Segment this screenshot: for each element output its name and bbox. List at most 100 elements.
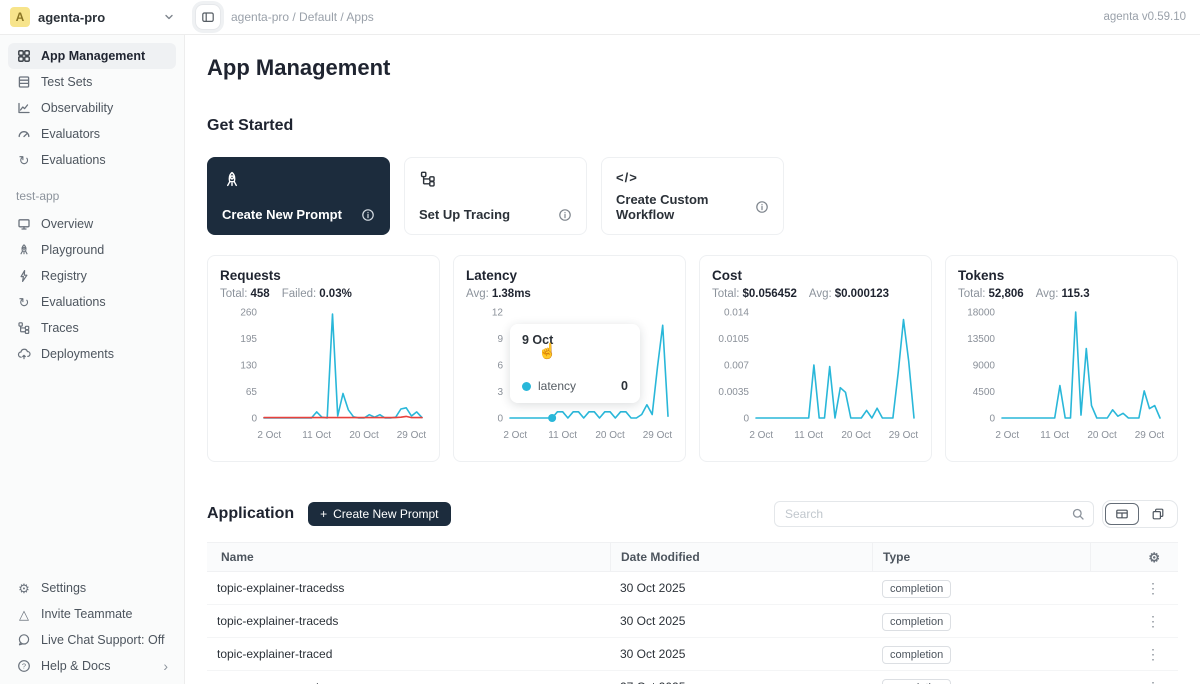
tokens-chart[interactable]: 0 4500 9000 13500 18000 2 Oct 11 Oct 20 Oct 29 O… [958, 304, 1165, 455]
table-row[interactable]: topic-explainer-traceds 30 Oct 2025 comp… [207, 605, 1178, 638]
column-header-date-modified[interactable]: Date Modified [610, 543, 872, 571]
table-row[interactable]: topic-explainer-tracedss 30 Oct 2025 com… [207, 572, 1178, 605]
set-up-tracing-card[interactable]: Set Up Tracing [404, 157, 587, 235]
sidebar: App Management Test Sets Observability E… [0, 35, 185, 684]
sidebar-item-traces[interactable]: Traces [8, 315, 176, 341]
card-label: Create New Prompt [222, 207, 342, 222]
chart-title: Requests [220, 268, 281, 283]
legend-dot [522, 381, 531, 391]
svg-text:9000: 9000 [973, 361, 996, 372]
column-settings-gear-icon[interactable]: ⚙ [1148, 549, 1160, 565]
chart-title: Cost [712, 268, 742, 283]
table-row[interactable]: topic-explainer-traced 30 Oct 2025 compl… [207, 638, 1178, 671]
svg-text:130: 130 [240, 361, 257, 372]
sidebar-item-test-sets[interactable]: Test Sets [8, 69, 176, 95]
rocket-icon [222, 170, 375, 190]
workspace-switcher[interactable]: A agenta-pro [0, 7, 185, 27]
gauge-icon [16, 127, 32, 141]
sidebar-item-live-chat[interactable]: Live Chat Support: Off [8, 627, 176, 653]
cloud-icon [16, 347, 32, 361]
app-name[interactable]: topic-explainer-traceds [217, 614, 339, 628]
app-date-modified: 30 Oct 2025 [620, 581, 686, 595]
requests-chart-card: Requests Total: 458 Failed: 0.03% 0 65 130 19… [207, 255, 440, 462]
get-started-cards: Create New Prompt Set Up Tracing </> Cre… [207, 157, 1178, 235]
table-view-button[interactable] [1105, 503, 1139, 525]
search-icon[interactable] [1071, 507, 1085, 521]
row-menu-icon[interactable]: ⋮ [1146, 613, 1160, 629]
sidebar-item-deployments[interactable]: Deployments [8, 341, 176, 367]
create-custom-workflow-card[interactable]: </> Create Custom Workflow [601, 157, 784, 235]
type-badge: completion [882, 580, 952, 598]
latency-chart-card: Latency Avg: 1.38ms 0 3 6 9 12 2 Oct 11 Oct 20 O… [453, 255, 686, 462]
svg-text:0.007: 0.007 [724, 361, 749, 372]
search-box [774, 501, 1094, 527]
panel-collapse-icon [201, 10, 215, 24]
svg-text:29 Oct: 29 Oct [1135, 430, 1165, 441]
app-date-modified: 27 Oct 2025 [610, 680, 872, 684]
column-header-name[interactable]: Name [221, 550, 254, 564]
sidebar-item-app-management[interactable]: App Management [8, 43, 176, 69]
sidebar-item-settings[interactable]: ⚙ Settings [8, 575, 176, 601]
workspace-avatar: A [10, 7, 30, 27]
svg-text:3: 3 [497, 387, 503, 398]
column-header-type[interactable]: Type [872, 543, 1090, 571]
sidebar-item-label: App Management [41, 49, 146, 63]
app-name[interactable]: career-assessment [207, 680, 610, 684]
row-menu-icon[interactable]: ⋮ [1146, 580, 1160, 596]
chart-stats: Total: $0.056452 Avg: $0.000123 [712, 288, 890, 300]
table-header: Name Date Modified Type ⚙ [207, 543, 1178, 572]
sidebar-item-observability[interactable]: Observability [8, 95, 176, 121]
svg-text:29 Oct: 29 Oct [889, 430, 919, 441]
monitor-icon [16, 217, 32, 231]
sidebar-item-label: Invite Teammate [41, 607, 133, 621]
trace-tree-icon [16, 321, 32, 335]
svg-text:11 Oct: 11 Oct [548, 430, 577, 441]
info-icon[interactable] [755, 200, 769, 214]
sidebar-footer: ⚙ Settings △ Invite Teammate Live Chat S… [8, 575, 176, 679]
sidebar-item-overview[interactable]: Overview [8, 211, 176, 237]
svg-text:11 Oct: 11 Oct [794, 430, 823, 441]
breadcrumb[interactable]: agenta-pro / Default / Apps [231, 10, 374, 24]
sidebar-item-app-evaluations[interactable]: ↻ Evaluations [8, 289, 176, 315]
row-menu-icon[interactable]: ⋮ [1146, 680, 1160, 684]
sidebar-item-registry[interactable]: Registry [8, 263, 176, 289]
trace-tree-icon [419, 170, 572, 188]
rotate-icon: ↻ [18, 152, 30, 168]
search-input[interactable] [783, 506, 1071, 522]
svg-text:4500: 4500 [973, 387, 996, 398]
svg-text:0: 0 [989, 414, 995, 425]
sidebar-item-evaluations[interactable]: ↻ Evaluations [8, 147, 176, 173]
info-icon[interactable] [558, 208, 572, 222]
create-new-prompt-card[interactable]: Create New Prompt [207, 157, 390, 235]
sidebar-item-help-docs[interactable]: ? Help & Docs › [8, 653, 176, 679]
cost-chart[interactable]: 0 0.0035 0.007 0.0105 0.014 2 Oct 11 Oct 20 Oct… [712, 304, 919, 455]
svg-text:20 Oct: 20 Oct [841, 430, 871, 441]
metrics-charts: Requests Total: 458 Failed: 0.03% 0 65 130 19… [207, 255, 1178, 462]
rotate-icon: ↻ [18, 294, 30, 310]
svg-text:11 Oct: 11 Oct [1040, 430, 1069, 441]
svg-text:2 Oct: 2 Oct [503, 430, 527, 441]
svg-text:18000: 18000 [967, 308, 995, 319]
latency-chart[interactable]: 0 3 6 9 12 2 Oct 11 Oct 20 Oct 29 Oct [466, 304, 673, 455]
sidebar-collapse-button[interactable] [195, 4, 221, 30]
svg-text:2 Oct: 2 Oct [749, 430, 773, 441]
app-name[interactable]: topic-explainer-traced [217, 647, 333, 661]
table-row[interactable]: career-assessment 27 Oct 2025 completion… [207, 671, 1178, 684]
tokens-chart-card: Tokens Total: 52,806 Avg: 115.3 0 4500 9000 1… [945, 255, 1178, 462]
info-icon[interactable] [361, 208, 375, 222]
app-name[interactable]: topic-explainer-tracedss [217, 581, 345, 595]
card-view-button[interactable] [1141, 503, 1175, 525]
requests-chart[interactable]: 0 65 130 195 260 2 Oct 11 Oct 20 Oct 29 Oct [220, 304, 427, 455]
row-menu-icon[interactable]: ⋮ [1146, 646, 1160, 662]
svg-text:12: 12 [492, 308, 504, 319]
sidebar-item-playground[interactable]: Playground [8, 237, 176, 263]
create-new-prompt-button[interactable]: + Create New Prompt [308, 502, 451, 526]
question-circle-icon: ? [16, 659, 32, 673]
tooltip-date: 9 Oct [522, 333, 554, 347]
sidebar-item-evaluators[interactable]: Evaluators [8, 121, 176, 147]
svg-text:65: 65 [246, 387, 258, 398]
invite-icon: △ [19, 606, 29, 622]
rocket-icon [16, 243, 32, 257]
chevron-down-icon[interactable] [163, 11, 175, 23]
sidebar-item-invite-teammate[interactable]: △ Invite Teammate [8, 601, 176, 627]
